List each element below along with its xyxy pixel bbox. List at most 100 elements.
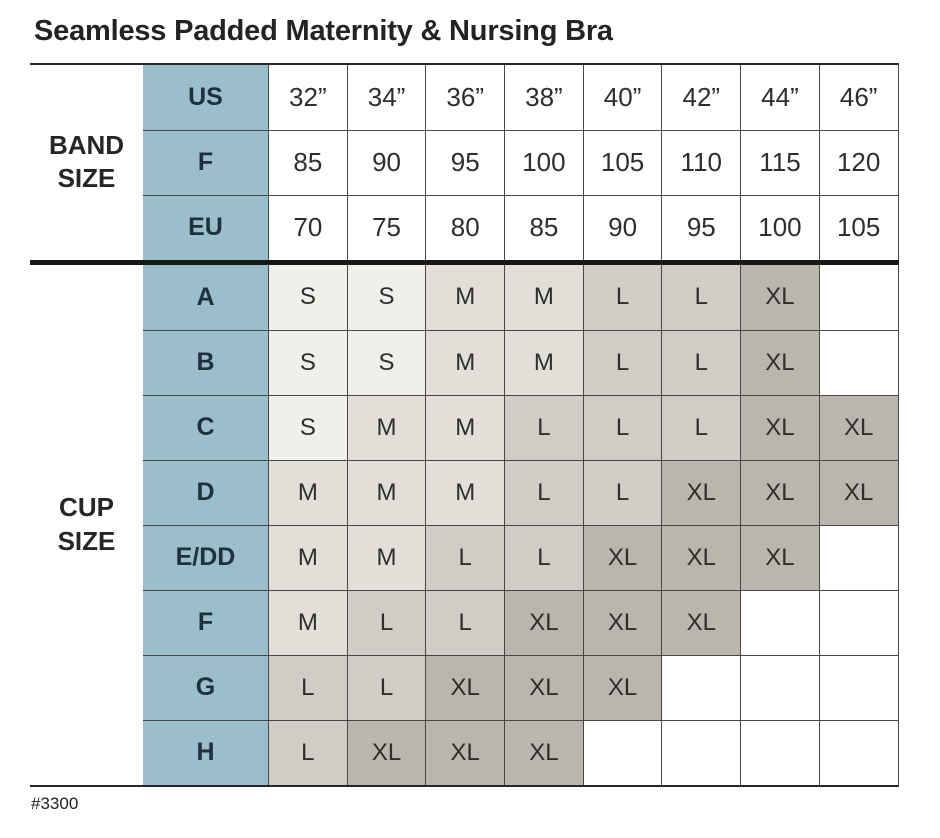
size-cell — [740, 654, 819, 720]
band-value-cell: 34” — [346, 64, 426, 130]
size-cell: L — [504, 459, 583, 525]
band-value-cell: 85 — [268, 129, 347, 195]
band-value-cell: 95 — [661, 194, 741, 260]
band-value-cell: 105 — [818, 194, 898, 260]
size-cell: XL — [504, 589, 583, 655]
size-cell — [818, 264, 898, 330]
size-cell: L — [346, 654, 426, 720]
size-cell: M — [346, 459, 426, 525]
size-chart-table: BAND SIZE US 32” 34” 36” 38” 40” 42” 44”… — [30, 62, 899, 787]
size-cell: L — [582, 459, 662, 525]
size-cell — [818, 654, 898, 720]
band-value-cell: 90 — [346, 129, 426, 195]
size-cell — [661, 654, 741, 720]
size-cell: M — [504, 264, 583, 330]
band-value-cell: 44” — [740, 64, 819, 130]
cup-size-section: CUP SIZE A S S M M L L XL B S S M M L L … — [30, 264, 899, 787]
size-cell: XL — [582, 654, 662, 720]
band-value-cell: 100 — [504, 129, 583, 195]
size-cell: L — [582, 329, 662, 395]
size-cell: XL — [504, 719, 583, 785]
size-cell: XL — [582, 589, 662, 655]
size-cell — [818, 524, 898, 590]
cup-size-label: CUP SIZE — [30, 264, 143, 785]
band-value-cell: 38” — [504, 64, 583, 130]
size-cell — [818, 329, 898, 395]
band-value-cell: 110 — [661, 129, 741, 195]
size-cell: XL — [740, 459, 819, 525]
size-cell: XL — [818, 394, 898, 460]
band-size-section: BAND SIZE US 32” 34” 36” 38” 40” 42” 44”… — [30, 62, 899, 260]
size-cell: L — [425, 589, 505, 655]
size-chart-page: Seamless Padded Maternity & Nursing Bra … — [30, 15, 899, 813]
size-cell: XL — [582, 524, 662, 590]
size-cell: L — [661, 329, 741, 395]
size-cell: XL — [504, 654, 583, 720]
size-cell: L — [582, 394, 662, 460]
band-value-cell: 115 — [740, 129, 819, 195]
size-cell — [661, 719, 741, 785]
style-number: #3300 — [31, 793, 79, 813]
band-value-cell: 80 — [425, 194, 505, 260]
size-cell: L — [661, 264, 741, 330]
size-cell: S — [346, 329, 426, 395]
band-value-cell: 46” — [818, 64, 898, 130]
page-title: Seamless Padded Maternity & Nursing Bra — [34, 15, 613, 47]
size-cell: XL — [818, 459, 898, 525]
size-cell: XL — [661, 459, 741, 525]
size-cell — [818, 589, 898, 655]
size-cell: XL — [661, 589, 741, 655]
band-value-cell: 32” — [268, 64, 347, 130]
band-value-cell: 42” — [661, 64, 741, 130]
size-cell: XL — [740, 524, 819, 590]
size-cell: S — [268, 264, 347, 330]
size-cell: XL — [425, 719, 505, 785]
size-cell: L — [504, 524, 583, 590]
section-divider — [30, 259, 899, 265]
size-cell — [582, 719, 662, 785]
size-cell: L — [425, 524, 505, 590]
size-cell: XL — [740, 394, 819, 460]
band-value-cell: 75 — [346, 194, 426, 260]
band-value-cell: 105 — [582, 129, 662, 195]
size-cell: S — [268, 329, 347, 395]
cup-row-label: B — [143, 329, 268, 395]
band-value-cell: 36” — [425, 64, 505, 130]
size-cell — [818, 719, 898, 785]
size-cell: L — [346, 589, 426, 655]
cup-row-label: E/DD — [143, 524, 268, 590]
band-value-cell: 40” — [582, 64, 662, 130]
size-cell: L — [661, 394, 741, 460]
band-value-cell: 120 — [818, 129, 898, 195]
band-row-label: US — [143, 64, 268, 130]
size-cell: M — [346, 394, 426, 460]
size-cell: M — [425, 459, 505, 525]
cup-row-label: A — [143, 264, 268, 330]
size-cell: S — [268, 394, 347, 460]
band-row-label: EU — [143, 194, 268, 260]
size-cell: M — [346, 524, 426, 590]
size-cell: L — [582, 264, 662, 330]
cup-row-label: C — [143, 394, 268, 460]
size-cell: S — [346, 264, 426, 330]
band-value-cell: 90 — [582, 194, 662, 260]
size-cell: M — [425, 394, 505, 460]
cup-row-label: F — [143, 589, 268, 655]
cup-row-label: D — [143, 459, 268, 525]
size-cell: XL — [425, 654, 505, 720]
band-value-cell: 70 — [268, 194, 347, 260]
size-cell: L — [504, 394, 583, 460]
size-cell — [740, 589, 819, 655]
band-value-cell: 95 — [425, 129, 505, 195]
size-cell: L — [268, 719, 347, 785]
size-cell: M — [268, 524, 347, 590]
size-cell: M — [504, 329, 583, 395]
cup-row-label: G — [143, 654, 268, 720]
size-cell: L — [268, 654, 347, 720]
size-cell: XL — [346, 719, 426, 785]
size-cell: XL — [740, 329, 819, 395]
band-row-label: F — [143, 129, 268, 195]
size-cell: XL — [661, 524, 741, 590]
size-cell: M — [425, 264, 505, 330]
size-cell: XL — [740, 264, 819, 330]
